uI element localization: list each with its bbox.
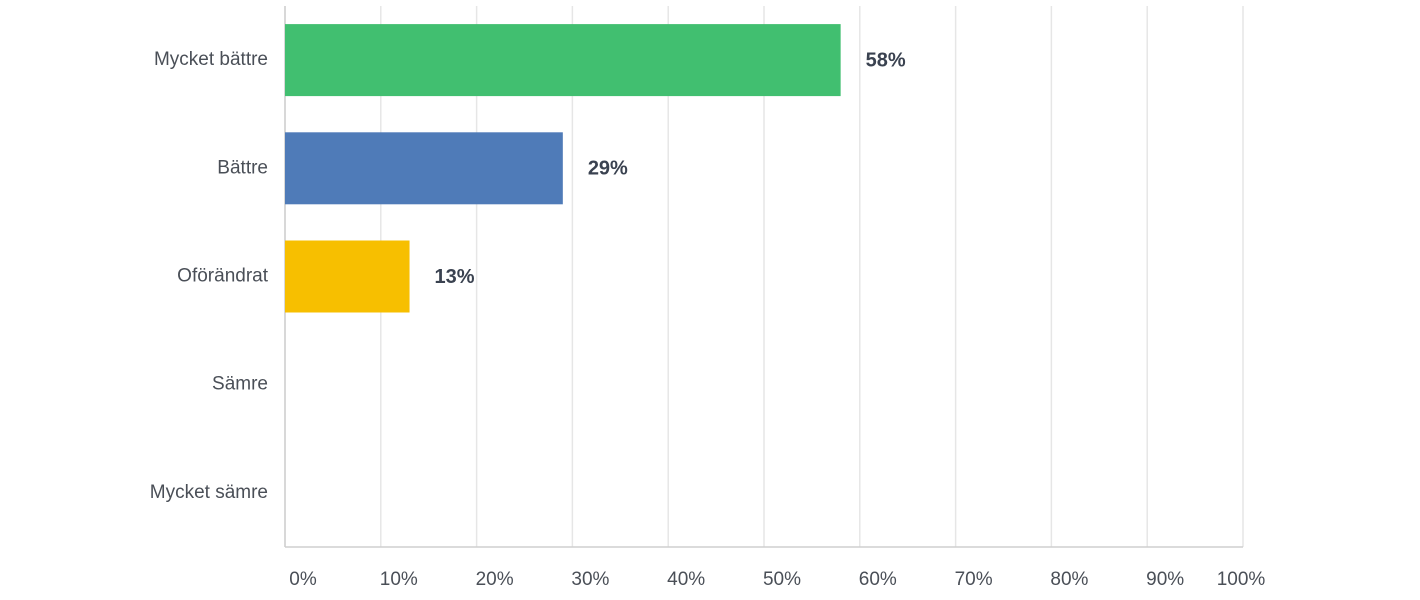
x-tick-label: 90% (1146, 569, 1184, 590)
y-tick-label: Oförändrat (177, 266, 269, 287)
x-tick-label: 10% (380, 569, 418, 590)
x-tick-label: 70% (955, 569, 993, 590)
x-tick-label: 0% (289, 569, 317, 590)
y-tick-label: Bättre (217, 157, 268, 178)
bar (285, 132, 563, 205)
x-tick-label: 60% (859, 569, 897, 590)
x-tick-label: 20% (476, 569, 514, 590)
x-tick-label: 80% (1050, 569, 1088, 590)
value-label: 13% (435, 266, 475, 288)
y-tick-label: Mycket bättre (154, 49, 268, 70)
bar (285, 240, 410, 313)
value-label: 29% (588, 158, 628, 180)
x-tick-label: 40% (667, 569, 705, 590)
bar (285, 24, 841, 97)
value-label: 58% (866, 49, 906, 71)
x-tick-label: 50% (763, 569, 801, 590)
y-tick-label: Sämre (212, 374, 268, 395)
y-tick-label: Mycket sämre (150, 482, 268, 503)
x-tick-label: 100% (1217, 569, 1266, 590)
x-tick-label: 30% (571, 569, 609, 590)
